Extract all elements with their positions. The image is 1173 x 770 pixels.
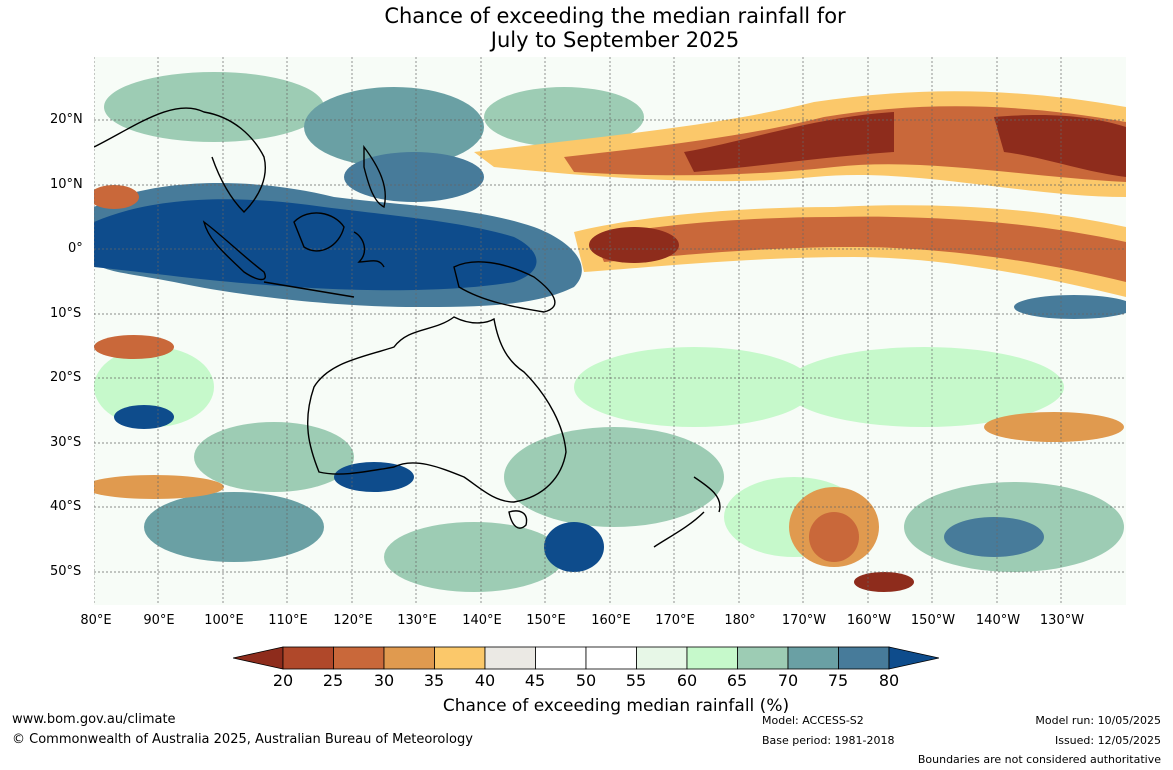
colorbar [233,646,939,670]
colorbar-swatch [787,646,839,670]
colorbar-tick: 25 [322,671,344,690]
dry-anomaly [94,91,1126,592]
map-title: Chance of exceeding the median rainfall … [0,4,1173,52]
colorbar-tick: 60 [676,671,698,690]
website-link[interactable]: www.bom.gov.au/climate [12,712,176,727]
new-guinea-coast [453,261,556,313]
lon-label-80e: 80°E [80,613,112,628]
lat-label-20s: 20°S [50,370,82,385]
colorbar-swatch [888,646,939,670]
lat-label-30s: 30°S [50,435,82,450]
copyright-text: © Commonwealth of Australia 2025, Austra… [12,732,473,747]
colorbar-swatch [282,646,334,670]
tasmania-coast [508,510,528,529]
lon-label-170w: 170°W [781,613,827,628]
colorbar-label: Chance of exceeding median rainfall (%) [442,696,790,716]
rainfall-map[interactable] [94,57,1126,605]
lat-label-equator: 0° [68,241,83,256]
colorbar-swatch [333,646,385,670]
colorbar-tick: 70 [777,671,799,690]
lon-label-110e: 110°E [268,613,308,628]
philippines-coast [363,144,386,209]
borneo-coast [293,212,345,252]
lon-label-130w: 130°W [1039,613,1085,628]
java-coast [263,281,355,298]
colorbar-swatch [484,646,536,670]
lon-label-160w: 160°W [846,613,892,628]
graticule [94,57,1126,605]
colorbar-tick: 45 [524,671,546,690]
lon-label-180: 180° [724,613,756,628]
sulawesi-coast [353,231,385,268]
lat-label-10n: 10°N [50,177,83,192]
colorbar-swatch [636,646,688,670]
lat-label-10s: 10°S [50,306,82,321]
colorbar-tick: 50 [575,671,597,690]
title-line-2: July to September 2025 [490,28,740,52]
model-name: Model: ACCESS-S2 [762,714,864,727]
colorbar-swatch [434,646,486,670]
lon-label-130e: 130°E [397,613,437,628]
lon-label-150w: 150°W [910,613,956,628]
colorbar-tick: 40 [474,671,496,690]
southeast-asia-coast [94,107,266,213]
colorbar-tick: 65 [726,671,748,690]
colorbar-tick: 80 [878,671,900,690]
colorbar-tick: 35 [423,671,445,690]
lon-label-160e: 160°E [591,613,631,628]
lon-label-90e: 90°E [143,613,175,628]
boundaries-disclaimer: Boundaries are not considered authoritat… [917,753,1161,766]
title-line-1: Chance of exceeding the median rainfall … [384,4,846,28]
lon-label-140w: 140°W [975,613,1021,628]
lon-label-150e: 150°E [526,613,566,628]
lon-label-170e: 170°E [655,613,695,628]
colorbar-swatch [737,646,789,670]
colorbar-tick: 20 [272,671,294,690]
colorbar-tick: 30 [373,671,395,690]
map-canvas [94,57,1126,605]
sumatra-coast [202,220,266,281]
australia-coast [306,316,567,503]
lon-label-120e: 120°E [333,613,373,628]
lat-label-40s: 40°S [50,499,82,514]
colorbar-swatch [585,646,637,670]
colorbar-tick: 55 [625,671,647,690]
colorbar-swatch [535,646,587,670]
wet-anomaly [94,152,1126,572]
colorbar-swatch [233,646,284,670]
coastlines [94,107,721,548]
issued-date: Issued: 12/05/2025 [1054,734,1161,747]
colorbar-swatch [383,646,435,670]
colorbar-swatch [686,646,738,670]
lon-label-140e: 140°E [462,613,502,628]
lon-label-100e: 100°E [204,613,244,628]
model-run-date: Model run: 10/05/2025 [1035,714,1161,727]
colorbar-swatch [838,646,890,670]
lat-label-20n: 20°N [50,112,83,127]
lat-label-50s: 50°S [50,564,82,579]
colorbar-tick: 75 [827,671,849,690]
base-period: Base period: 1981-2018 [762,734,895,747]
new-zealand-coast [653,476,721,548]
